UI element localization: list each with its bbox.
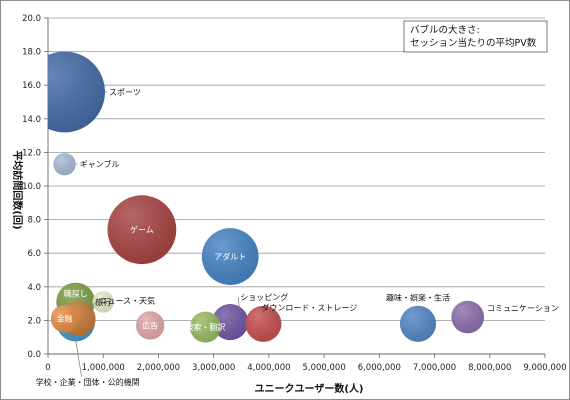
bubble	[53, 152, 76, 176]
bubble-label: 広告	[142, 320, 158, 330]
x-tick-label: 2,000,000	[137, 363, 180, 373]
bubble	[399, 305, 437, 342]
bubble-label: ダウンロード・ストレージ	[261, 303, 357, 313]
tick-labels: 0.0 2.0 4.0 6.0 8.0 10.0 12.0 14.0 16.0 18.0 20.0 0…	[22, 14, 567, 373]
x-tick-label: 9,000,000	[523, 363, 566, 373]
legend-note-line-1: バブルの大きさ:	[410, 24, 480, 36]
x-tick-label: 8,000,000	[468, 363, 511, 373]
bubble	[189, 311, 221, 343]
y-tick-label: 0.0	[27, 350, 41, 360]
bubble	[48, 51, 105, 133]
y-tick-label: 2.0	[27, 316, 41, 326]
y-tick-label: 16.0	[22, 81, 41, 91]
bubble	[201, 228, 259, 285]
grid-lines	[48, 17, 545, 321]
leader-line	[237, 296, 240, 309]
y-tick-label: 14.0	[22, 115, 41, 125]
bubble	[245, 305, 282, 342]
bubble-shade	[212, 304, 249, 341]
bubble-label: 職探し	[64, 289, 88, 299]
bubble-shade	[48, 51, 105, 133]
x-tick-label: 0	[45, 363, 50, 373]
y-tick-label: 18.0	[22, 48, 41, 58]
bubble-label: ショッピング	[240, 292, 288, 302]
bubble-label: アダルト	[214, 252, 246, 262]
leader-line	[259, 307, 274, 314]
x-tick-label: 4,000,000	[247, 363, 290, 373]
bubble-shade	[451, 300, 485, 334]
y-axis-title: 平均訪問回数(回)	[11, 150, 24, 229]
y-tick-label: 8.0	[27, 216, 41, 226]
bubble-shade	[107, 195, 177, 265]
bubble-label: 検索・翻訳	[185, 322, 225, 332]
x-tick-label: 5,000,000	[302, 363, 345, 373]
bubble-label: スポーツ	[109, 88, 141, 97]
x-tick-label: 7,000,000	[413, 363, 456, 373]
bubble	[92, 291, 114, 313]
bubble-shade	[50, 304, 79, 333]
legend-note-line-2: セッション当たりの平均PV数	[410, 37, 537, 49]
bubble-label: 金融	[57, 314, 73, 324]
bubble-label: コミュニケーション	[487, 304, 559, 313]
bubble-shade	[201, 228, 259, 285]
y-tick-label: 6.0	[27, 249, 41, 259]
bubble-label: ニュース・天気	[100, 296, 156, 306]
bubble-shade	[245, 305, 282, 342]
x-tick-label: 3,000,000	[192, 363, 235, 373]
y-tick-label: 4.0	[27, 283, 41, 293]
bubble	[212, 304, 249, 341]
legend-note-frame	[403, 20, 548, 53]
bubble	[50, 304, 79, 333]
leader-line	[89, 300, 98, 310]
x-tick-label: 6,000,000	[358, 363, 401, 373]
bubble-shade	[53, 152, 76, 176]
bubble-label: ギャンブル	[80, 159, 120, 169]
bubble-label: ゲーム	[130, 225, 154, 235]
bubble	[107, 195, 177, 265]
y-tick-label: 20.0	[22, 14, 41, 24]
x-axis-title: ユニークユーザー数(人)	[255, 382, 364, 395]
bubble-shade	[399, 305, 437, 342]
x-tick-label: 1,000,000	[82, 363, 125, 373]
bubble-label: 旅行	[95, 297, 111, 307]
bubble-shade	[92, 291, 114, 313]
bubble-shade	[189, 311, 221, 343]
bubble-label: 学校・企業・団体・公的機関	[36, 377, 140, 387]
legend-note-box: バブルの大きさ: セッション当たりの平均PV数	[403, 20, 548, 53]
y-tick-label: 12.0	[22, 148, 41, 158]
y-tick-label: 10.0	[22, 182, 41, 192]
bubble-label: 趣味・娯楽・生活	[386, 293, 450, 303]
bubble	[451, 300, 485, 334]
leader-line	[75, 339, 82, 378]
bubbles	[48, 51, 485, 343]
bubble-shade	[135, 311, 165, 340]
bubble	[135, 311, 165, 340]
